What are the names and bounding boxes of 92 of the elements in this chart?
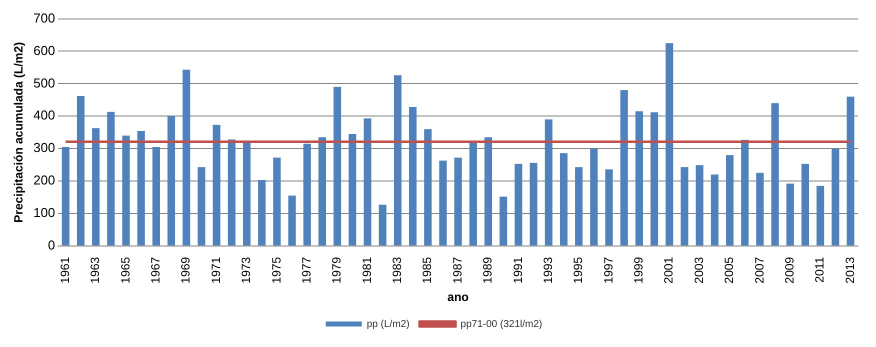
bar [168, 116, 176, 246]
bar [635, 111, 643, 246]
bar [846, 96, 854, 246]
x-tick-label: 2005 [722, 256, 736, 284]
bar [228, 139, 236, 246]
bar [605, 169, 613, 246]
bar [696, 165, 704, 246]
y-axis-title: Precipitación acumulada (L/m2) [12, 42, 26, 223]
bar [756, 172, 764, 246]
y-tick-label: 100 [33, 205, 56, 220]
bar [484, 137, 492, 246]
bar [439, 160, 447, 246]
legend-label: pp (L/m2) [366, 318, 410, 330]
bar [650, 112, 658, 246]
x-tick-label: 2011 [812, 256, 827, 283]
y-tick-label: 500 [33, 75, 56, 90]
bar [530, 162, 538, 246]
bar [348, 134, 356, 246]
x-tick-label: 2013 [842, 256, 857, 284]
x-tick-label: 2007 [752, 256, 766, 284]
x-tick-label: 1991 [510, 256, 525, 284]
bar [741, 140, 749, 246]
bar [710, 174, 718, 246]
bar [409, 107, 417, 246]
bar [816, 186, 824, 246]
bar [560, 153, 568, 246]
bar [575, 167, 583, 246]
bar [122, 136, 130, 246]
bar [620, 90, 628, 246]
legend-label: pp71-00 (321l/m2) [460, 318, 542, 330]
x-tick-label: 2009 [782, 256, 796, 284]
bar [454, 158, 462, 246]
bar [514, 164, 522, 246]
x-tick-label: 1985 [420, 256, 434, 284]
bar [152, 146, 160, 246]
bar [198, 167, 206, 246]
bar [137, 131, 145, 246]
x-tick-label: 1971 [208, 256, 223, 284]
x-tick-label: 1973 [239, 256, 254, 284]
x-tick-label: 1977 [299, 256, 314, 284]
bar [378, 204, 386, 246]
bar [334, 86, 342, 246]
bar [590, 148, 598, 246]
x-tick-label: 1969 [178, 256, 193, 284]
x-tick-label: 1983 [390, 256, 404, 284]
x-tick-label: 1963 [88, 256, 102, 284]
bar [92, 128, 100, 246]
bar [832, 148, 840, 246]
bar [680, 167, 688, 246]
bar [288, 196, 296, 246]
x-tick-label: 1997 [601, 256, 616, 284]
x-tick-label: 1961 [58, 256, 72, 284]
bar [212, 124, 220, 246]
bar [273, 158, 281, 246]
x-tick-label: 1993 [540, 256, 555, 284]
y-tick-label: 300 [33, 140, 56, 156]
bar [771, 103, 779, 246]
bar [544, 119, 552, 246]
bar [394, 75, 402, 246]
bar [303, 144, 311, 246]
x-tick-label: 2003 [692, 256, 706, 284]
bar [666, 43, 674, 246]
y-tick-label: 700 [33, 10, 56, 26]
bar [318, 137, 326, 246]
bar [801, 164, 810, 246]
bar [182, 70, 190, 246]
x-tick-label: 1989 [480, 256, 495, 284]
x-tick-label: 2001 [662, 256, 676, 284]
y-tick-label: 600 [33, 42, 56, 58]
y-tick-label: 0 [48, 237, 56, 252]
x-tick-label: 1975 [269, 256, 284, 284]
bar [242, 142, 251, 246]
bar [786, 184, 794, 246]
bar [500, 196, 508, 246]
bar [424, 129, 432, 246]
x-tick-label: 1979 [330, 256, 344, 284]
bar [258, 180, 266, 246]
y-tick-label: 400 [33, 108, 56, 123]
bar [364, 118, 372, 246]
y-tick-label: 200 [33, 172, 56, 188]
bar [107, 112, 115, 246]
bar [76, 96, 85, 246]
x-tick-label: 1967 [148, 256, 163, 284]
x-tick-label: 1987 [450, 256, 464, 284]
bar [62, 146, 70, 246]
x-tick-label: 1999 [632, 256, 646, 284]
bar [469, 142, 477, 246]
x-axis-title: ano [447, 290, 469, 304]
bar [726, 155, 734, 246]
x-tick-label: 1965 [118, 256, 132, 284]
x-tick-label: 1981 [360, 256, 374, 284]
x-tick-label: 1995 [571, 256, 586, 284]
